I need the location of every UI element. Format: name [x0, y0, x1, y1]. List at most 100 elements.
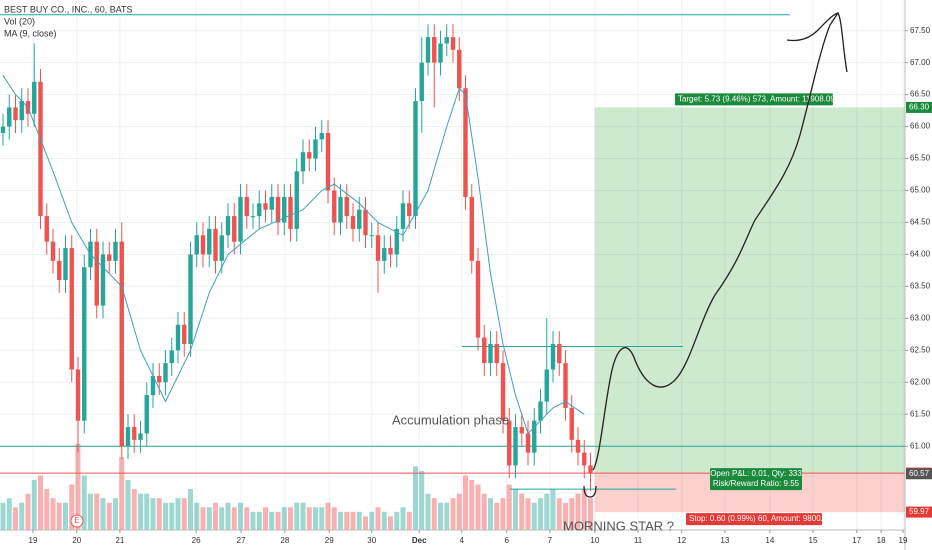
stop-label: Stop: 0.60 (0.99%) 60, Amount: 9800.2 — [686, 513, 828, 526]
volume-bar — [319, 507, 325, 530]
volume-bar — [294, 502, 300, 530]
x-tick-label: 15 — [809, 536, 818, 545]
candle-body — [32, 81, 37, 114]
volume-bar — [144, 493, 150, 530]
candle-body — [125, 427, 131, 447]
volume-bar — [156, 498, 162, 530]
volume-bar — [300, 502, 306, 530]
price-label-box — [906, 506, 932, 518]
candle-body — [344, 196, 349, 217]
label-box — [674, 93, 833, 106]
x-tick-label: 21 — [115, 536, 124, 545]
candle-body — [413, 101, 418, 217]
candle-body — [432, 37, 437, 63]
chart-title: BEST BUY CO., INC., 60, BATS — [4, 4, 133, 14]
candle-body — [19, 101, 24, 121]
annotation: MORNING STAR ? — [563, 518, 674, 533]
x-tick-label: 11 — [634, 536, 643, 545]
volume-bar — [444, 502, 450, 530]
volume-bar — [481, 493, 487, 530]
price-label-text: 59.97 — [909, 507, 930, 516]
volume-bar — [431, 498, 437, 530]
candle-body — [388, 248, 393, 255]
volume-bar — [25, 493, 31, 530]
y-tick-label: 67.50 — [910, 26, 931, 35]
volume-bar — [413, 466, 418, 530]
y-tick-label: 65.50 — [910, 154, 931, 163]
volume-bar — [106, 502, 112, 530]
candle-body — [563, 363, 568, 408]
volume-bar — [438, 502, 443, 530]
volume-bar — [525, 498, 531, 530]
candle-body — [13, 107, 18, 121]
volume-bar — [538, 498, 543, 530]
y-tick-label: 67.00 — [910, 58, 931, 67]
volume-bar — [138, 493, 143, 530]
volume-bar — [125, 480, 131, 530]
x-tick-label: 14 — [765, 536, 774, 545]
volume-bar — [238, 502, 243, 530]
x-tick-label: 26 — [192, 536, 201, 545]
volume-bar — [163, 502, 168, 530]
price-label-box — [906, 468, 932, 480]
x-tick-label: 7 — [548, 536, 553, 545]
candle-body — [288, 196, 293, 229]
candle-body — [250, 216, 256, 218]
volume-bar — [113, 498, 118, 530]
candle-body — [119, 241, 124, 447]
volume-bar — [513, 489, 518, 530]
candle-body — [382, 248, 387, 261]
y-tick-label: 61.00 — [910, 441, 931, 450]
candle-body — [7, 107, 12, 127]
volume-bar — [388, 516, 393, 530]
candle-body — [538, 401, 543, 421]
label-text: Open P&L: 0.01, Qty: 333 — [710, 469, 802, 478]
candle-body — [163, 363, 168, 383]
hand-drawing — [592, 11, 848, 471]
candle-body — [494, 343, 499, 364]
volume-bar — [150, 498, 156, 530]
x-tick-label: 10 — [590, 536, 599, 545]
volume-bar — [450, 498, 456, 530]
volume-bar — [313, 507, 318, 530]
candle-body — [57, 260, 62, 281]
candle-body — [144, 395, 149, 434]
volume-bar — [306, 507, 312, 530]
volume-bar — [381, 511, 387, 530]
volume-bar — [44, 489, 50, 530]
time-axis — [0, 530, 905, 550]
volume-bar — [13, 507, 18, 530]
candle-body — [319, 132, 324, 140]
candle-body — [369, 235, 374, 237]
label-text: Risk/Reward Ratio: 9.55 — [713, 479, 800, 488]
y-tick-label: 62.50 — [910, 345, 931, 354]
volume-bar — [63, 502, 68, 530]
volume-bar — [175, 498, 181, 530]
y-tick-label: 63.50 — [910, 282, 931, 291]
volume-bar — [181, 498, 187, 530]
volume-bar — [325, 502, 331, 530]
candle-body — [463, 88, 468, 197]
indicator-label: Vol (20) — [4, 16, 35, 26]
volume-bar — [588, 498, 593, 530]
volume-bar — [556, 498, 562, 530]
label-text: Target: 5.73 (9.46%) 573, Amount: 11908.… — [678, 95, 835, 104]
x-tick-label: 4 — [460, 536, 465, 545]
candle-body — [482, 337, 487, 364]
price-label: 66.30 — [906, 101, 932, 113]
price-axis — [905, 0, 932, 550]
label-box — [710, 468, 802, 491]
volume-bar — [6, 498, 12, 530]
volume-bar — [94, 493, 100, 530]
candle-body — [150, 375, 156, 396]
y-tick-label: 66.50 — [910, 90, 931, 99]
candle-body — [82, 267, 87, 421]
volume-bar — [569, 498, 575, 530]
candle-body — [438, 43, 443, 63]
volume-bar — [369, 511, 375, 530]
price-label-text: 60.57 — [909, 469, 930, 478]
volume-bar — [119, 457, 125, 530]
candle-body — [338, 196, 343, 223]
candle-body — [507, 420, 512, 466]
volume-bar — [56, 502, 62, 530]
